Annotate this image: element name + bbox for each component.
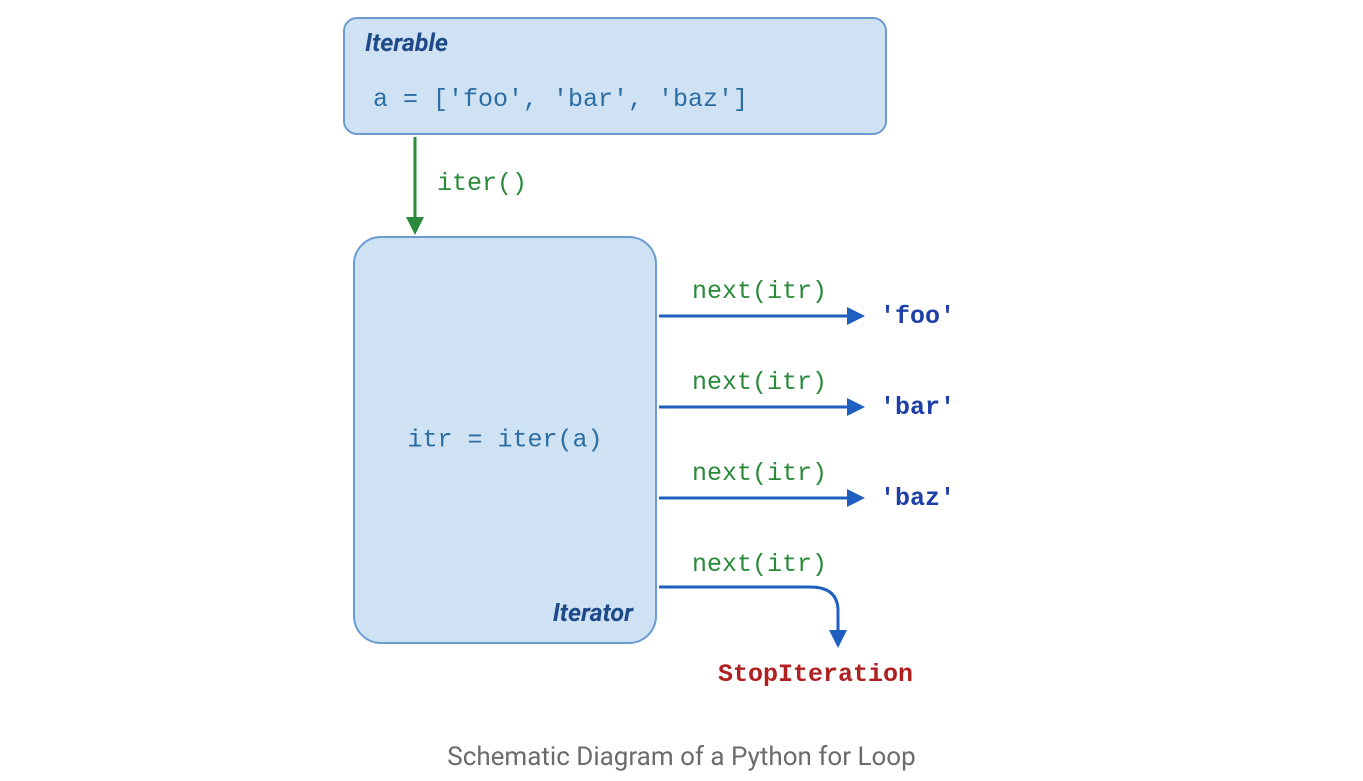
iterator-code: itr = iter(a): [407, 426, 602, 455]
iterable-title: Iterable: [365, 29, 448, 58]
iterable-box: Iterable a = ['foo', 'bar', 'baz']: [343, 17, 887, 135]
stop-arrow: [659, 587, 838, 645]
iterator-box: itr = iter(a) Iterator: [353, 236, 657, 644]
iter-label: iter(): [437, 169, 527, 198]
next-label-0: next(itr): [692, 277, 827, 306]
next-label-1: next(itr): [692, 368, 827, 397]
next-label-3: next(itr): [692, 550, 827, 579]
stop-iteration-output: StopIteration: [718, 660, 913, 689]
next-label-2: next(itr): [692, 459, 827, 488]
iterable-code: a = ['foo', 'bar', 'baz']: [373, 85, 748, 114]
diagram-container: Iterable a = ['foo', 'bar', 'baz'] itr =…: [0, 0, 1363, 781]
diagram-caption: Schematic Diagram of a Python for Loop: [0, 742, 1363, 772]
output-foo: 'foo': [880, 302, 955, 331]
output-baz: 'baz': [880, 484, 955, 513]
output-bar: 'bar': [880, 393, 955, 422]
iterator-title: Iterator: [553, 599, 633, 628]
